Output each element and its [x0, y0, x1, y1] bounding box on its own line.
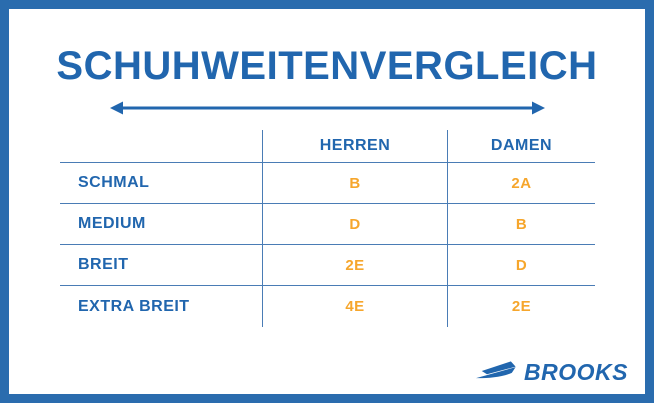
header-cell-herren: HERREN: [262, 130, 447, 163]
table-row-extra-breit-herren-cell: 4E: [262, 286, 447, 327]
table-row-schmal-damen-cell: 2A: [447, 163, 595, 204]
page-title: SCHUHWEITENVERGLEICH: [56, 44, 598, 88]
row-label: BREIT: [78, 256, 129, 273]
row-label: EXTRA BREIT: [78, 297, 190, 315]
table-row-breit-label-cell: BREIT: [60, 245, 262, 286]
table-row-breit-herren-cell: 2E: [262, 245, 447, 286]
table-row-schmal-herren-cell: B: [262, 163, 447, 204]
damen-value: 2E: [511, 298, 532, 315]
table-row-medium-label-cell: MEDIUM: [60, 204, 262, 245]
herren-value: 4E: [345, 298, 365, 315]
damen-value: D: [515, 256, 528, 274]
table-row-schmal-label-cell: SCHMAL: [60, 163, 262, 204]
table-row-medium-damen-cell: B: [447, 204, 595, 245]
herren-value: D: [349, 215, 361, 233]
double-arrow-icon: [110, 100, 545, 116]
double-arrow-svg: [110, 101, 545, 115]
table-row-breit-damen-cell: D: [447, 245, 595, 286]
herren-value: 2E: [345, 256, 365, 274]
damen-value: 2A: [511, 174, 532, 192]
brooks-chevron-icon: [476, 360, 518, 385]
header-cell-damen: DAMEN: [447, 130, 595, 163]
table-row-extra-breit-label-cell: EXTRA BREIT: [60, 286, 262, 327]
damen-value: B: [515, 215, 528, 233]
row-label: MEDIUM: [78, 215, 146, 232]
row-label: SCHMAL: [78, 174, 150, 191]
column-header-herren: HERREN: [319, 137, 391, 154]
brooks-logo: BROOKS: [476, 360, 628, 385]
column-header-damen: DAMEN: [490, 137, 553, 154]
brooks-chevron-svg: [476, 361, 516, 379]
width-comparison-table: HERREN DAMEN SCHMAL B 2A MEDIUM D B BREI…: [60, 130, 595, 327]
herren-value: B: [349, 174, 361, 192]
table-row-extra-breit-damen-cell: 2E: [447, 286, 595, 327]
brooks-wordmark: BROOKS: [524, 359, 628, 385]
header-cell-empty: [60, 130, 262, 163]
table-row-medium-herren-cell: D: [262, 204, 447, 245]
